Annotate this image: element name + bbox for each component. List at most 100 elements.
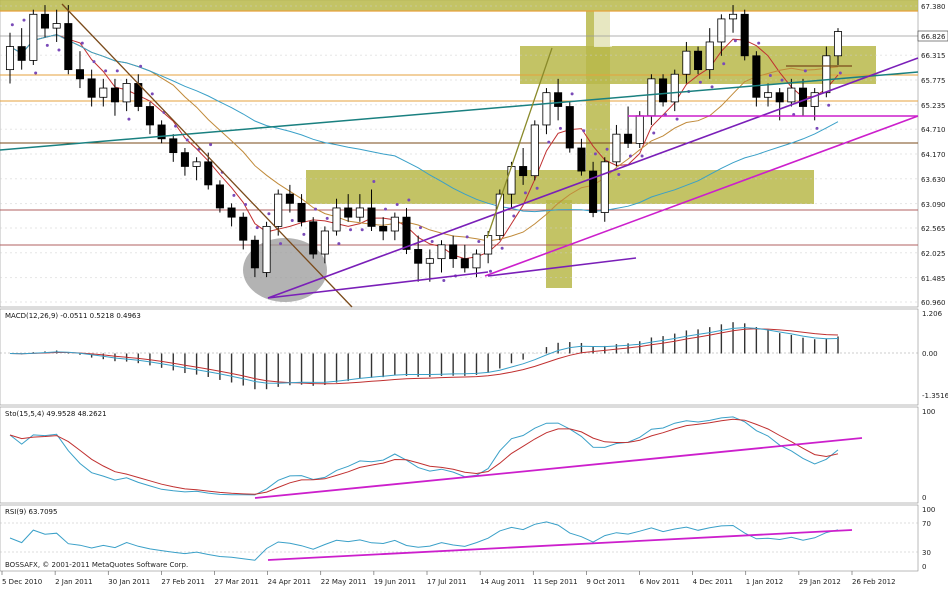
price-tick-label: 65.235	[921, 102, 946, 110]
psar-dot	[360, 228, 364, 232]
macd-tick-bottom: -1.3516	[922, 392, 948, 400]
date-tick-label: 29 Jan 2012	[799, 578, 841, 586]
date-tick-label: 30 Jan 2011	[108, 578, 150, 586]
price-tick-label: 62.565	[921, 225, 946, 233]
candle	[17, 46, 26, 61]
trendlines	[0, 3, 919, 308]
candle	[519, 166, 528, 177]
psar-dot	[325, 216, 329, 220]
candle	[110, 87, 119, 103]
psar-dot	[407, 198, 411, 202]
macd-line	[9, 327, 839, 384]
stochastic-d-line	[9, 418, 839, 495]
price-tick-label: 62.025	[921, 250, 946, 258]
stochastic-panel: Sto(15,5,4) 49.9528 48.2621 100 0	[0, 406, 935, 504]
date-axis: 5 Dec 2010 2 Jan 2011 30 Jan 2011 27 Feb 20…	[1, 571, 896, 586]
macd-panel-frame	[0, 308, 919, 406]
candle	[775, 92, 784, 103]
psar-dot	[652, 131, 656, 135]
zone-gap	[594, 11, 612, 47]
candle	[180, 152, 189, 167]
candle	[52, 23, 61, 29]
copyright-text: BOSSAFX, © 2001-2011 MetaQuotes Software…	[5, 561, 188, 569]
candle	[5, 46, 15, 71]
macd-signal-line	[9, 328, 839, 385]
parabolic-sar-dots	[10, 18, 842, 282]
candle	[274, 193, 283, 227]
rsi-panel: RSI(9) 63.7095 100 70 30 0 BOSSAFX, © 20…	[0, 504, 935, 572]
psar-dot	[395, 203, 399, 207]
psar-dot	[465, 235, 469, 239]
ma-slow	[9, 34, 839, 213]
candle	[705, 41, 714, 71]
candle	[472, 253, 481, 269]
trendline-teal	[0, 71, 919, 151]
psar-dot	[442, 278, 446, 282]
psar-dot	[477, 239, 481, 243]
candle	[344, 207, 353, 218]
psar-dot	[710, 85, 714, 89]
rsi-tick-0: 0	[922, 563, 926, 571]
candle	[798, 87, 808, 107]
candle	[425, 258, 434, 264]
candle	[787, 87, 796, 103]
psar-dot	[244, 203, 248, 207]
horizontal-levels	[0, 10, 918, 246]
psar-dot	[558, 126, 562, 130]
candle	[647, 78, 656, 117]
stochastic-trendline	[254, 437, 863, 499]
candle	[542, 92, 551, 126]
candle	[624, 133, 633, 144]
psar-dot	[337, 242, 341, 246]
candle	[764, 92, 773, 98]
candle	[204, 161, 213, 186]
stochastic-tick-bottom: 0	[922, 494, 926, 502]
psar-dot	[139, 64, 143, 68]
candle	[122, 83, 131, 103]
psar-dot	[523, 191, 527, 195]
price-tick-label: 67.380	[921, 3, 946, 11]
candle	[600, 161, 609, 213]
candle	[215, 184, 224, 209]
candle	[309, 221, 318, 255]
psar-dot	[593, 152, 597, 156]
date-tick-label: 6 Nov 2011	[640, 578, 680, 586]
psar-dot	[174, 124, 178, 128]
candle	[285, 193, 294, 204]
psar-dot	[10, 23, 14, 27]
candle	[833, 31, 843, 57]
psar-dot	[827, 103, 831, 107]
price-tick-label: 64.710	[921, 126, 946, 134]
psar-dot	[80, 41, 84, 45]
psar-dot	[372, 180, 376, 184]
psar-dot	[302, 232, 306, 236]
psar-dot	[279, 242, 283, 246]
candle	[460, 258, 469, 269]
psar-dot	[663, 113, 667, 117]
candle	[554, 92, 563, 107]
price-tick-label: 63.630	[921, 176, 946, 184]
psar-dot	[722, 62, 726, 66]
psar-dot	[34, 71, 38, 75]
price-tick-label: 60.960	[921, 299, 946, 307]
date-tick-label: 1 Jan 2012	[746, 578, 784, 586]
zone-mid	[306, 170, 814, 204]
psar-dot	[314, 207, 318, 211]
date-tick-label: 27 Feb 2011	[161, 578, 205, 586]
candlesticks	[5, 5, 843, 282]
candle	[495, 193, 504, 237]
psar-dot	[150, 92, 154, 96]
price-panel: 67.380 66.315 65.775 65.235 64.710 64.170 63.6…	[0, 0, 948, 308]
date-tick-label: 26 Feb 2012	[852, 578, 896, 586]
date-tick-label: 24 Apr 2011	[268, 578, 311, 586]
candle	[87, 78, 96, 98]
psar-dot	[768, 73, 772, 77]
candle	[694, 50, 703, 71]
psar-dot	[500, 246, 504, 250]
price-axis-labels: 67.380 66.315 65.775 65.235 64.710 64.170 63.6…	[921, 3, 946, 307]
date-tick-label: 2 Jan 2011	[55, 578, 93, 586]
candle	[530, 124, 539, 177]
date-tick-label: 4 Dec 2011	[693, 578, 733, 586]
candle	[157, 124, 166, 140]
psar-dot	[535, 186, 539, 190]
